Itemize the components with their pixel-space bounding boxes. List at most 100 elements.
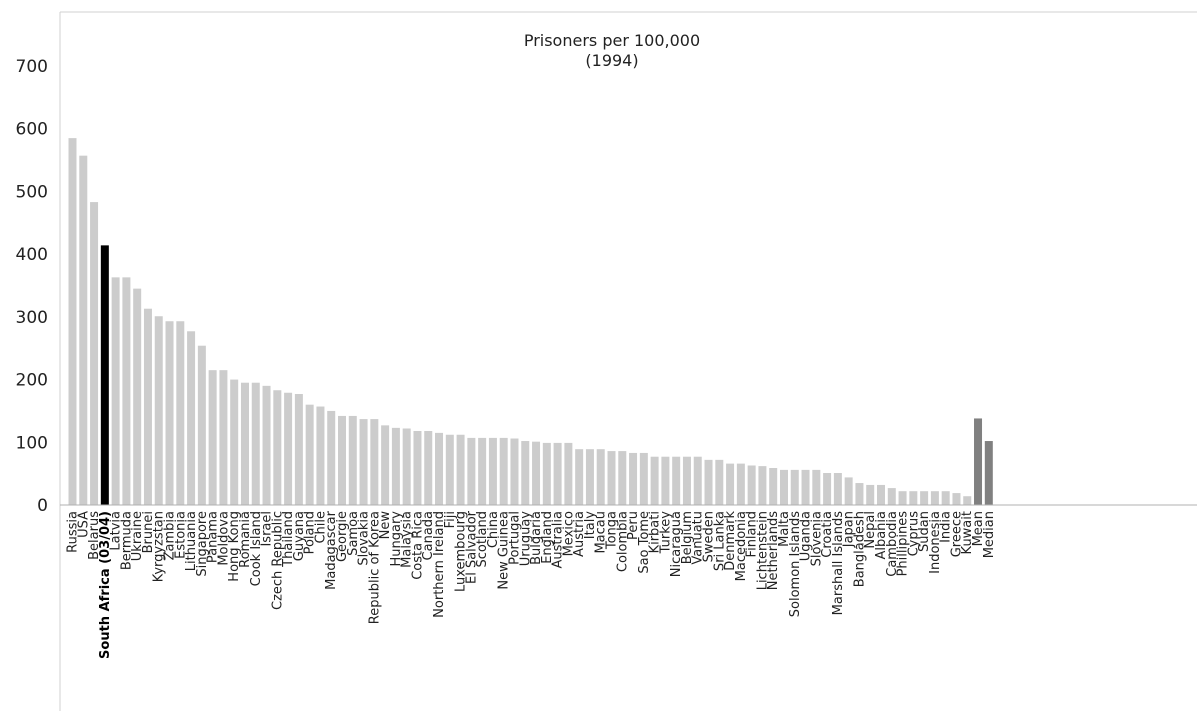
x-tick-label: Italy bbox=[583, 511, 598, 540]
y-tick-label: 400 bbox=[16, 245, 48, 265]
x-tick-label: Zambia bbox=[163, 511, 178, 560]
bar bbox=[909, 491, 918, 505]
bars bbox=[68, 138, 993, 506]
bar bbox=[801, 469, 810, 505]
x-tick-label: Turkey bbox=[658, 511, 673, 555]
x-tick-label: Macedonia bbox=[734, 511, 749, 581]
x-tick-label: Finland bbox=[745, 511, 760, 557]
y-tick-label: 0 bbox=[37, 496, 48, 516]
bar bbox=[122, 277, 131, 505]
x-tick-label: Brunei bbox=[141, 511, 156, 553]
bar bbox=[747, 465, 756, 505]
x-tick-label: Costa Rica bbox=[410, 511, 425, 580]
x-tick-label: Moldova bbox=[216, 511, 231, 566]
x-tick-label: Singapore bbox=[195, 511, 210, 577]
bar bbox=[133, 288, 142, 505]
x-tick-label: Lichtenstein bbox=[755, 511, 770, 590]
x-tick-label: Uruguay bbox=[518, 511, 533, 567]
x-tick-label: Georgie bbox=[335, 511, 350, 562]
x-tick-label: Albania bbox=[874, 511, 889, 560]
bar bbox=[769, 468, 778, 505]
chart-title: Prisoners per 100,000 bbox=[524, 31, 700, 50]
x-tick-label: Guyana bbox=[292, 511, 307, 561]
x-tick-label: Ukraine bbox=[130, 511, 145, 561]
bar bbox=[672, 456, 681, 505]
bar bbox=[779, 469, 788, 505]
x-tick-label: Romania bbox=[238, 511, 253, 568]
bar bbox=[316, 406, 325, 505]
bar bbox=[111, 277, 120, 505]
x-tick-label: Phillipines bbox=[896, 511, 911, 577]
bar bbox=[585, 449, 594, 505]
bar bbox=[176, 321, 185, 505]
bar bbox=[391, 427, 400, 505]
x-tick-label: Kyrgyzstan bbox=[152, 511, 167, 582]
bar bbox=[197, 345, 206, 505]
bar bbox=[661, 456, 670, 505]
bar bbox=[715, 459, 724, 505]
x-tick-label: Cyprus bbox=[906, 511, 921, 557]
y-tick-label: 500 bbox=[16, 182, 48, 202]
x-tick-label: Czech Republic bbox=[270, 511, 285, 610]
bar bbox=[887, 488, 896, 505]
x-tick-label: New Guinea bbox=[497, 511, 512, 590]
x-tick-label: Slovakia bbox=[357, 511, 372, 566]
x-tick-label: Bermuda bbox=[119, 511, 134, 570]
x-tick-label: Sao Tome bbox=[637, 511, 652, 574]
bar bbox=[262, 385, 271, 505]
bar bbox=[413, 431, 422, 505]
x-tick-label: Chile bbox=[313, 511, 328, 544]
bar bbox=[930, 491, 939, 505]
bar bbox=[564, 442, 573, 505]
x-tick-label: Macau bbox=[594, 511, 609, 554]
bar bbox=[154, 316, 163, 505]
x-tick-label: Belgium bbox=[680, 511, 695, 564]
bar bbox=[435, 432, 444, 505]
x-tick-label: Fiji bbox=[443, 511, 458, 528]
x-tick-label: El Salvador bbox=[464, 510, 479, 584]
y-tick-label: 100 bbox=[16, 433, 48, 453]
bar bbox=[359, 419, 368, 505]
bar bbox=[877, 484, 885, 505]
bar bbox=[618, 451, 627, 505]
bar bbox=[704, 459, 713, 505]
x-tick-label: Hungary bbox=[389, 511, 404, 567]
x-tick-label: Slovenia bbox=[809, 511, 824, 566]
x-tick-label: Malaysia bbox=[400, 511, 415, 568]
bar bbox=[208, 370, 217, 505]
y-tick-label: 600 bbox=[16, 120, 48, 140]
x-tick-label: Samoa bbox=[346, 511, 361, 556]
y-tick-label: 200 bbox=[16, 371, 48, 391]
x-tick-label: Tonga bbox=[605, 511, 620, 550]
bar bbox=[790, 469, 799, 505]
bar bbox=[305, 404, 314, 505]
x-tick-label: Madagascar bbox=[324, 510, 339, 590]
bar bbox=[844, 477, 853, 505]
bar bbox=[682, 456, 691, 505]
bar bbox=[974, 418, 983, 505]
bar bbox=[284, 392, 293, 505]
bar bbox=[521, 441, 530, 505]
bar bbox=[575, 449, 584, 505]
bar bbox=[855, 483, 864, 505]
bar bbox=[823, 473, 832, 505]
x-tick-label: England bbox=[540, 511, 555, 564]
y-tick-label: 700 bbox=[16, 57, 48, 77]
bar bbox=[532, 441, 541, 505]
bar bbox=[219, 370, 228, 505]
bar bbox=[445, 434, 454, 505]
x-tick-label: Marshall Islands bbox=[831, 511, 846, 616]
x-tick-label: Sri Lanka bbox=[712, 511, 727, 571]
bar bbox=[488, 437, 497, 505]
bar bbox=[726, 463, 735, 505]
bar bbox=[402, 428, 411, 505]
x-tick-label: Sudan bbox=[917, 511, 932, 552]
bar bbox=[187, 331, 196, 505]
x-tick-label: New bbox=[378, 511, 393, 540]
x-tick-label: Lithuania bbox=[184, 511, 199, 571]
x-tick-label: Mexico bbox=[561, 511, 576, 556]
bar bbox=[833, 473, 842, 505]
bar bbox=[240, 382, 249, 505]
x-tick-label: Bulgaria bbox=[529, 511, 544, 565]
bar bbox=[542, 442, 551, 505]
